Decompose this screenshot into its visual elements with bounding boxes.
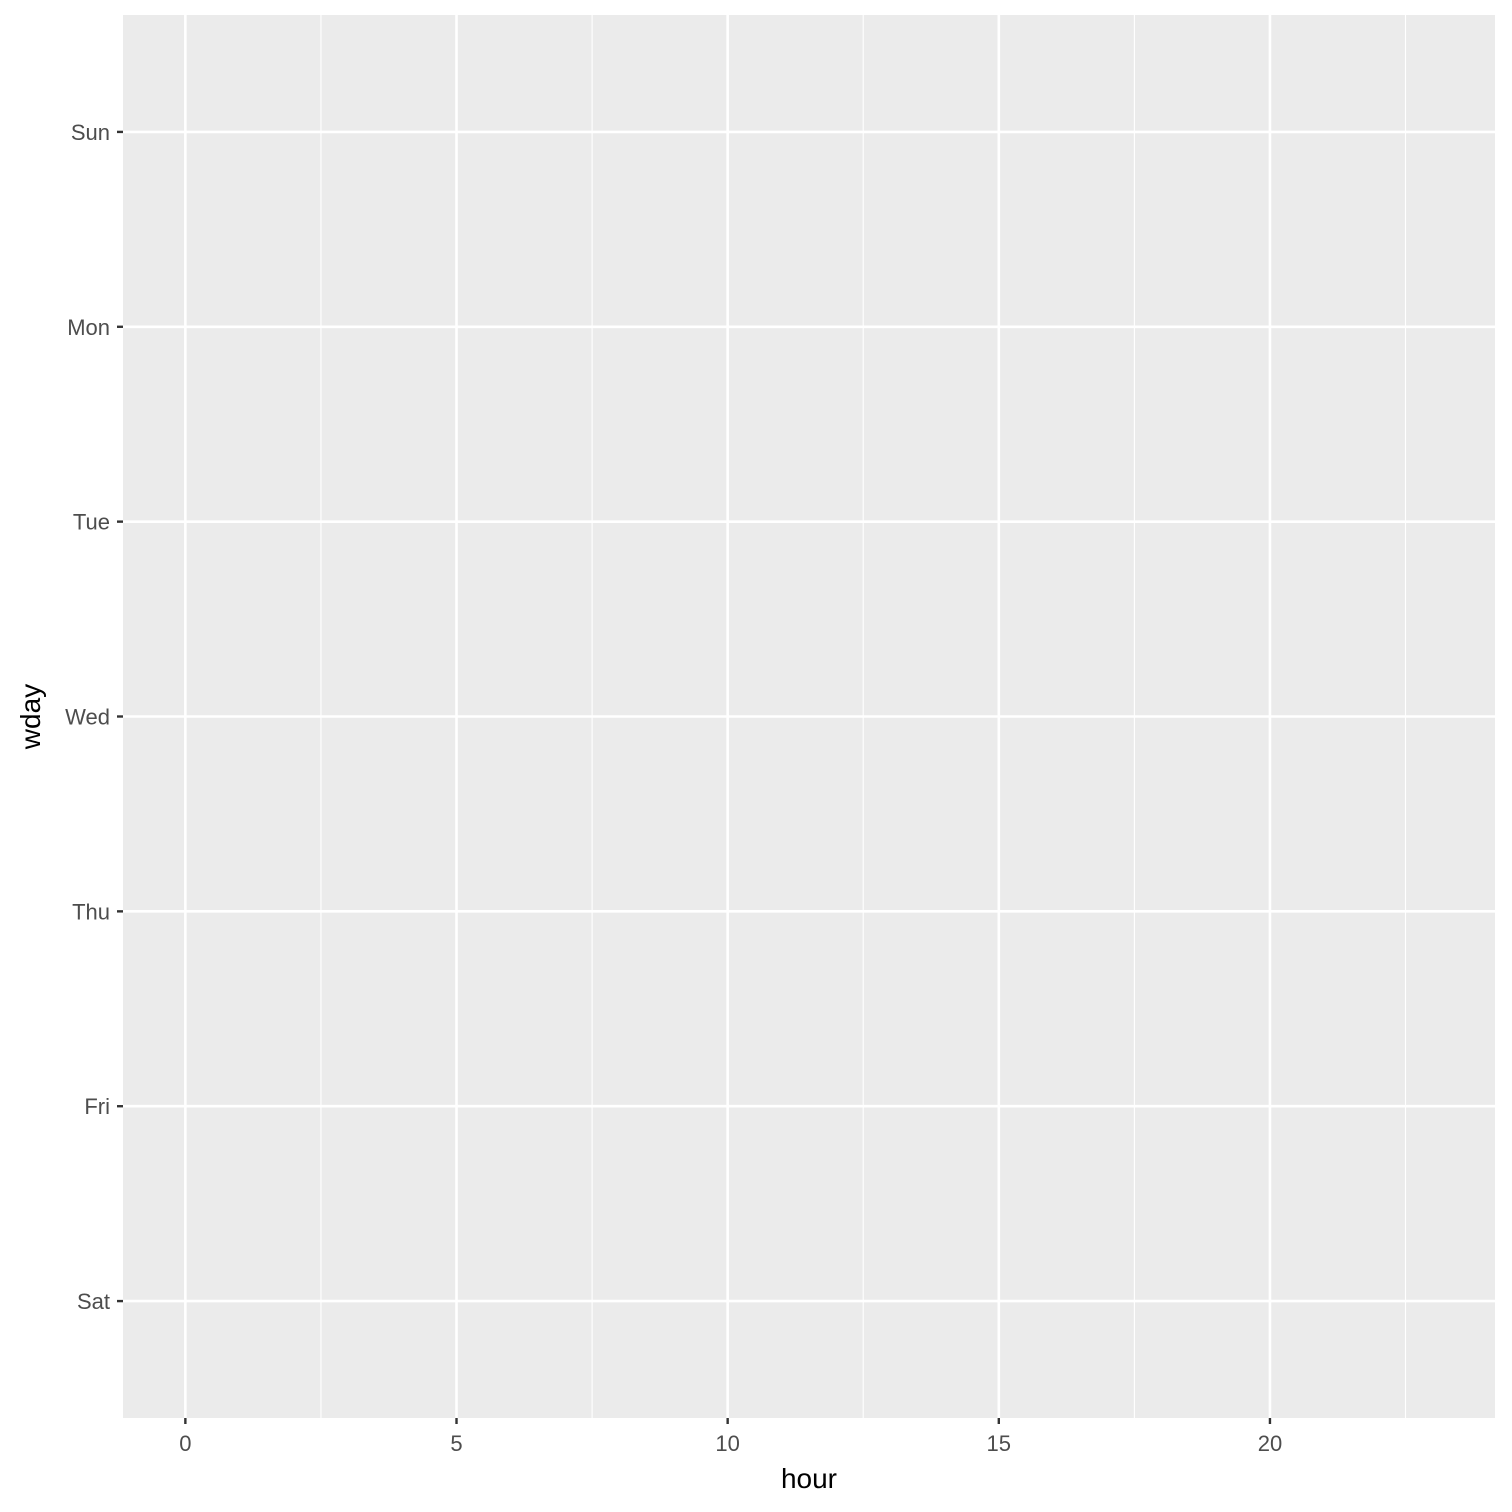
y-tick-label: Wed	[65, 705, 110, 730]
major-gridlines	[123, 15, 1495, 1418]
y-tick-label: Fri	[84, 1094, 110, 1119]
y-tick-label: Tue	[73, 510, 110, 535]
x-tick-label: 20	[1258, 1431, 1282, 1456]
y-tick-label: Thu	[72, 899, 110, 924]
x-tick-label: 5	[450, 1431, 462, 1456]
y-axis-title: wday	[15, 684, 46, 750]
x-tick-label: 0	[179, 1431, 191, 1456]
x-axis-title: hour	[781, 1463, 837, 1494]
y-tick-label: Sun	[71, 120, 110, 145]
y-axis: Sun Mon Tue Wed Thu Fri Sat	[65, 120, 123, 1314]
x-axis: 0 5 10 15 20	[179, 1418, 1282, 1456]
x-tick-label: 15	[987, 1431, 1011, 1456]
y-tick-label: Sat	[77, 1289, 110, 1314]
x-tick-label: 10	[715, 1431, 739, 1456]
y-tick-label: Mon	[67, 315, 110, 340]
